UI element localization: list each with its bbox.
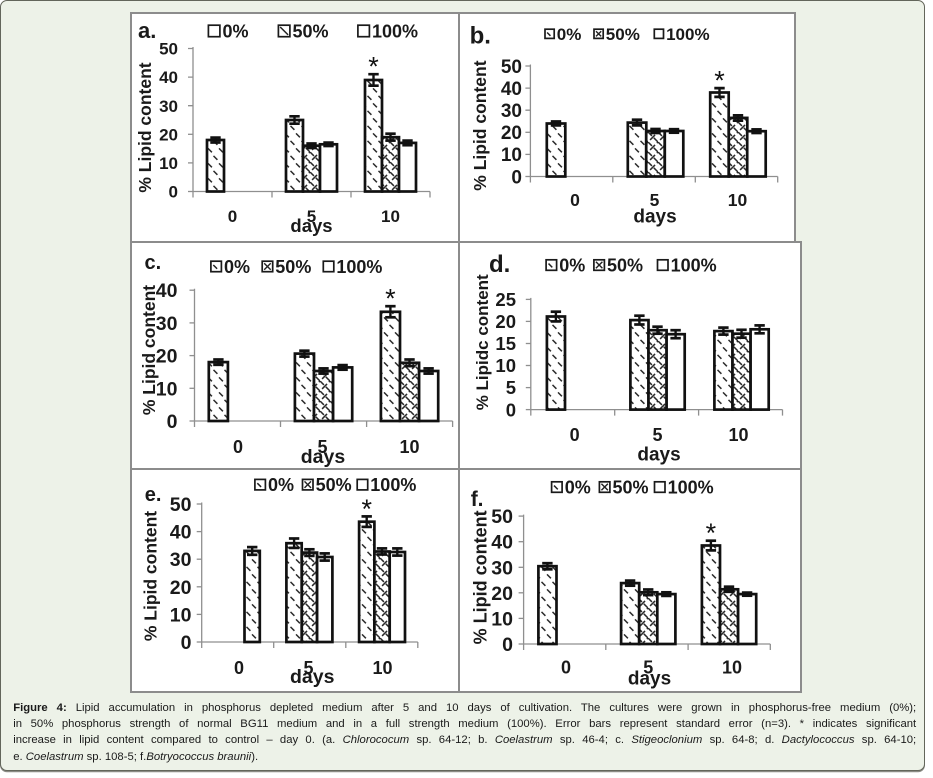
svg-text:20: 20: [491, 583, 513, 605]
svg-text:*: *: [714, 66, 725, 96]
svg-text:days: days: [633, 207, 676, 228]
svg-text:50: 50: [159, 40, 178, 59]
svg-text:100%: 100%: [372, 21, 418, 41]
svg-text:40: 40: [491, 532, 513, 554]
svg-text:0: 0: [511, 167, 522, 188]
svg-text:*: *: [706, 518, 717, 548]
svg-text:100%: 100%: [666, 25, 709, 44]
svg-text:*: *: [361, 494, 372, 524]
svg-text:0: 0: [561, 658, 571, 678]
svg-text:5: 5: [303, 658, 313, 678]
svg-text:e.: e.: [145, 484, 162, 506]
svg-text:days: days: [628, 669, 671, 690]
svg-text:0: 0: [233, 437, 243, 457]
svg-text:10: 10: [170, 604, 192, 626]
svg-text:20: 20: [159, 125, 178, 144]
svg-text:50%: 50%: [607, 255, 643, 275]
svg-text:0%: 0%: [565, 477, 591, 497]
svg-text:40: 40: [170, 522, 192, 544]
svg-text:0: 0: [167, 411, 178, 433]
svg-text:% Lipid content: % Lipid content: [135, 62, 155, 192]
svg-text:0%: 0%: [224, 257, 250, 277]
svg-text:5: 5: [317, 437, 327, 457]
svg-text:0%: 0%: [268, 475, 294, 495]
svg-text:0: 0: [506, 399, 516, 420]
svg-text:20: 20: [501, 123, 522, 144]
svg-text:0: 0: [570, 190, 580, 210]
svg-text:50%: 50%: [275, 257, 311, 277]
svg-text:50%: 50%: [606, 25, 640, 44]
svg-text:a.: a.: [138, 18, 156, 43]
svg-text:40: 40: [159, 68, 178, 87]
svg-text:days: days: [637, 445, 680, 466]
svg-text:*: *: [368, 52, 379, 82]
svg-text:10: 10: [501, 145, 522, 166]
svg-text:10: 10: [381, 207, 400, 226]
svg-text:5: 5: [307, 207, 316, 226]
svg-text:f.: f.: [471, 488, 484, 511]
svg-text:100%: 100%: [336, 257, 382, 277]
svg-text:5: 5: [650, 190, 660, 210]
svg-text:5: 5: [643, 658, 653, 678]
svg-text:20: 20: [156, 346, 178, 368]
svg-text:days: days: [301, 446, 346, 468]
svg-text:100%: 100%: [668, 477, 714, 497]
svg-text:50: 50: [501, 57, 522, 78]
svg-text:50%: 50%: [293, 21, 329, 41]
svg-text:10: 10: [372, 658, 392, 678]
svg-text:5: 5: [652, 425, 662, 445]
svg-text:100%: 100%: [671, 255, 717, 275]
svg-text:10: 10: [722, 658, 742, 678]
svg-text:0%: 0%: [557, 25, 582, 44]
svg-text:% Lipidc content: % Lipidc content: [473, 274, 492, 410]
svg-text:0: 0: [181, 632, 192, 654]
svg-text:15: 15: [495, 333, 516, 354]
svg-text:50: 50: [491, 506, 513, 528]
svg-text:% Lipid content: % Lipid content: [470, 60, 490, 190]
svg-text:10: 10: [399, 437, 419, 457]
svg-text:b.: b.: [470, 23, 491, 50]
svg-text:40: 40: [501, 79, 522, 100]
svg-text:10: 10: [491, 608, 513, 630]
svg-text:*: *: [385, 284, 396, 314]
svg-text:30: 30: [159, 97, 178, 116]
svg-text:0: 0: [570, 425, 580, 445]
svg-text:30: 30: [170, 549, 192, 571]
svg-text:50%: 50%: [316, 475, 352, 495]
svg-text:25: 25: [495, 289, 516, 310]
svg-text:0: 0: [502, 634, 513, 656]
svg-text:20: 20: [170, 577, 192, 599]
svg-text:0%: 0%: [559, 255, 585, 275]
svg-text:30: 30: [501, 101, 522, 122]
svg-text:20: 20: [495, 311, 516, 332]
svg-text:% Lipid content: % Lipid content: [139, 285, 159, 415]
svg-text:0: 0: [169, 183, 178, 202]
svg-text:0: 0: [234, 658, 244, 678]
svg-text:10: 10: [495, 355, 516, 376]
svg-text:% Lipid content: % Lipid content: [141, 511, 161, 641]
svg-text:d.: d.: [489, 251, 510, 278]
svg-text:30: 30: [156, 313, 178, 335]
svg-text:40: 40: [156, 280, 178, 302]
svg-text:0: 0: [228, 207, 237, 226]
svg-text:days: days: [290, 666, 335, 688]
svg-text:10: 10: [728, 425, 748, 445]
svg-text:0%: 0%: [223, 21, 249, 41]
svg-text:30: 30: [491, 557, 513, 579]
svg-text:50: 50: [170, 494, 192, 516]
svg-text:% Lipid content: % Lipid content: [470, 510, 490, 644]
svg-text:5: 5: [506, 377, 516, 398]
svg-text:days: days: [290, 215, 332, 236]
svg-text:c.: c.: [145, 252, 162, 274]
svg-text:10: 10: [156, 378, 178, 400]
svg-text:100%: 100%: [370, 475, 416, 495]
svg-text:50%: 50%: [613, 477, 649, 497]
svg-text:10: 10: [159, 154, 178, 173]
svg-text:10: 10: [728, 190, 748, 210]
